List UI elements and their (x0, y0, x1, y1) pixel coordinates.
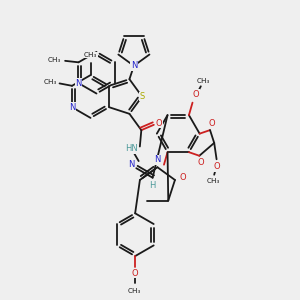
Text: O: O (208, 119, 215, 128)
Text: O: O (156, 119, 163, 128)
Text: N: N (75, 79, 82, 88)
Text: N: N (154, 155, 160, 164)
Text: O: O (132, 269, 139, 278)
Text: CH₃: CH₃ (84, 52, 97, 58)
Text: HN: HN (125, 144, 138, 153)
Text: N: N (69, 103, 75, 112)
Text: O: O (213, 162, 220, 171)
Text: N: N (128, 160, 134, 169)
Text: O: O (193, 90, 200, 99)
Text: S: S (140, 92, 145, 101)
Text: CH₃: CH₃ (128, 288, 141, 294)
Text: CH₃: CH₃ (48, 57, 61, 63)
Text: N: N (131, 61, 137, 70)
Text: O: O (197, 158, 204, 167)
Text: O: O (179, 173, 186, 182)
Text: CH₃: CH₃ (44, 79, 57, 85)
Text: CH₃: CH₃ (197, 78, 211, 84)
Text: H: H (149, 181, 156, 190)
Text: CH₃: CH₃ (206, 178, 220, 184)
